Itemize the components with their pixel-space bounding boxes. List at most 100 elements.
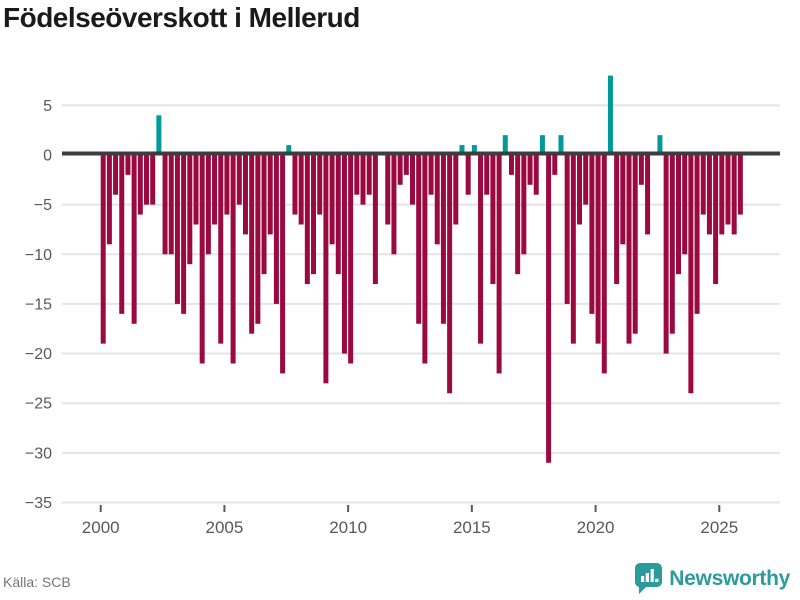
bar-60 (471, 145, 477, 155)
y-tick-label: −15 (25, 296, 52, 313)
x-tick-label: 2000 (82, 518, 120, 537)
bar-57 (453, 155, 459, 225)
y-tick-label: 5 (43, 98, 52, 115)
bar-62 (484, 155, 490, 195)
bar-93 (675, 155, 681, 275)
bar-76 (570, 155, 576, 344)
bar-46 (385, 155, 391, 225)
bar-67 (515, 155, 521, 275)
bar-20 (224, 155, 230, 215)
bar-4 (125, 155, 131, 175)
bar-49 (403, 155, 409, 175)
y-tick-label: 0 (43, 148, 52, 165)
bar-12 (174, 155, 180, 304)
bar-70 (533, 155, 539, 195)
bar-98 (706, 155, 712, 235)
y-tick-label: −25 (25, 396, 52, 413)
bar-84 (620, 155, 626, 245)
newsworthy-logo: Newsworthy (635, 563, 790, 594)
bar-75 (564, 155, 570, 304)
bar-53 (428, 155, 434, 195)
bar-78 (583, 155, 589, 205)
bar-88 (645, 155, 651, 235)
bar-95 (688, 155, 694, 394)
bar-7 (144, 155, 150, 205)
bar-28 (273, 155, 279, 304)
y-tick-label: −30 (25, 445, 52, 462)
bar-97 (700, 155, 706, 215)
bar-31 (292, 155, 298, 215)
bar-30 (286, 145, 292, 155)
bar-27 (267, 155, 273, 235)
bar-54 (434, 155, 440, 245)
bar-100 (719, 155, 725, 235)
bar-18 (212, 155, 218, 225)
bar-42 (360, 155, 366, 205)
bar-chart: 5 0 −5 −10 −15 −20 −25 −30 −35 2000 2005 2010 2015 20… (25, 75, 780, 537)
bar-19 (218, 155, 224, 344)
bar-8 (150, 155, 156, 205)
bar-37 (329, 155, 335, 245)
bar-47 (391, 155, 397, 255)
bar-83 (614, 155, 620, 285)
bar-34 (311, 155, 317, 275)
bar-81 (601, 155, 607, 374)
bar-17 (205, 155, 211, 255)
bar-72 (546, 155, 552, 463)
bar-66 (508, 155, 514, 175)
bar-90 (657, 135, 663, 155)
bar-48 (397, 155, 403, 185)
bar-25 (255, 155, 261, 324)
bar-44 (372, 155, 378, 285)
bar-101 (725, 155, 731, 225)
newsworthy-wordmark: Newsworthy (669, 566, 790, 590)
bar-51 (416, 155, 422, 324)
bar-11 (168, 155, 174, 255)
bar-103 (737, 155, 743, 215)
bar-15 (193, 155, 199, 225)
x-tick-label: 2005 (206, 518, 244, 537)
bar-40 (348, 155, 354, 364)
bar-0 (100, 155, 106, 344)
bar-3 (119, 155, 125, 314)
source-label: Källa: SCB (3, 574, 71, 590)
bar-55 (440, 155, 446, 324)
x-tick-label: 2010 (329, 518, 367, 537)
bar-68 (521, 155, 527, 255)
x-tick-label: 2020 (577, 518, 615, 537)
bar-63 (490, 155, 496, 285)
bar-41 (354, 155, 360, 195)
bar-29 (280, 155, 286, 374)
y-tick-label: −10 (25, 247, 52, 264)
bar-61 (478, 155, 484, 344)
bar-59 (465, 155, 471, 195)
bar-5 (131, 155, 137, 324)
y-tick-label: −35 (25, 495, 52, 512)
y-tick-label: −20 (25, 346, 52, 363)
newsworthy-icon (635, 563, 663, 594)
bar-74 (558, 135, 564, 155)
bar-58 (459, 145, 465, 155)
bar-6 (137, 155, 143, 215)
bar-1 (106, 155, 112, 245)
bar-26 (261, 155, 267, 275)
chart-title: Födelseöverskott i Mellerud (3, 2, 360, 33)
bar-64 (496, 155, 502, 374)
x-tick-label: 2025 (700, 518, 738, 537)
bar-23 (242, 155, 248, 235)
bar-91 (663, 155, 669, 354)
bar-22 (236, 155, 242, 205)
bar-69 (527, 155, 533, 185)
bar-43 (366, 155, 372, 195)
bar-79 (589, 155, 595, 314)
bar-38 (335, 155, 341, 275)
bar-99 (713, 155, 719, 285)
bar-102 (731, 155, 737, 235)
bar-56 (447, 155, 453, 394)
bar-77 (577, 155, 583, 225)
bar-87 (638, 155, 644, 185)
bar-10 (162, 155, 168, 255)
bar-13 (181, 155, 187, 314)
bar-73 (552, 155, 558, 175)
bar-50 (410, 155, 415, 205)
